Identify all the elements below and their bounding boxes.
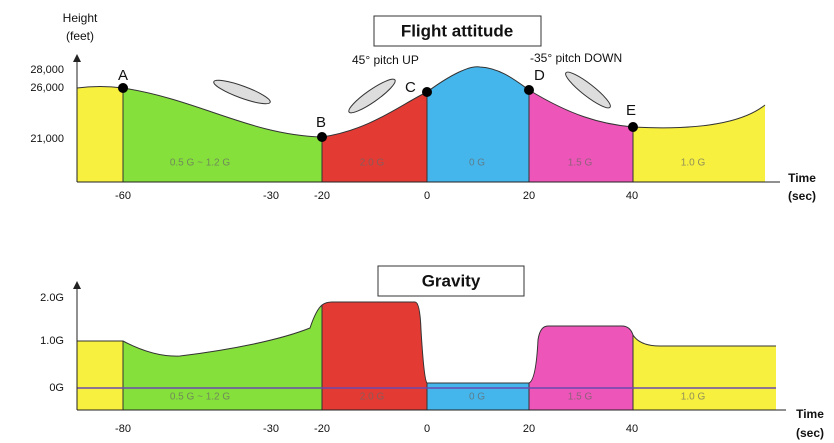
x-axis-label: (sec): [788, 189, 816, 203]
x-axis-label: Time: [788, 171, 816, 185]
point-label: C: [405, 79, 416, 96]
x-axis-label: (sec): [796, 426, 824, 440]
x-tick-label: -30: [263, 423, 279, 435]
point-label: A: [118, 67, 128, 84]
x-tick-label: -30: [263, 190, 279, 202]
point-label: D: [534, 67, 545, 84]
axis-arrow: [73, 54, 81, 62]
y-tick-label: 26,000: [30, 82, 64, 94]
annotation: -35° pitch DOWN: [530, 51, 622, 65]
x-tick-label: -60: [115, 190, 131, 202]
phase-label: 1.0 G: [681, 392, 706, 403]
gravity-panel: 0.5 G ~ 1.2 G 2.0 G 0 G 1.5 G 1.0 G 2.0G…: [40, 266, 824, 440]
y-tick-label: 28,000: [30, 64, 64, 76]
x-tick-label: -20: [314, 423, 330, 435]
y-tick-label: 1.0G: [40, 335, 64, 347]
point-label: B: [316, 114, 326, 131]
point-marker: [317, 132, 327, 142]
point-marker: [628, 122, 638, 132]
aircraft-icon: [346, 75, 399, 117]
x-tick-label: 0: [424, 190, 430, 202]
x-tick-label: 0: [424, 423, 430, 435]
phase-label: 1.5 G: [568, 392, 593, 403]
phase-label: 2.0 G: [360, 158, 385, 169]
x-tick-label: 40: [626, 190, 638, 202]
y-tick-label: 0G: [49, 382, 64, 394]
point-label: E: [626, 102, 636, 119]
phase-label: 0 G: [469, 392, 485, 403]
phase-label: 0 G: [469, 158, 485, 169]
point-marker: [422, 87, 432, 97]
x-tick-label: -20: [314, 190, 330, 202]
annotation: 45° pitch UP: [352, 53, 419, 67]
y-axis-label: (feet): [66, 29, 94, 43]
phase-label: 1.0 G: [681, 158, 706, 169]
parabolic-flight-diagram: A B C D E 45° pitch UP -35° pitch DOWN 0…: [0, 0, 834, 443]
phase-area: [77, 87, 123, 183]
phase-label: 0.5 G ~ 1.2 G: [170, 158, 231, 169]
y-tick-label: 21,000: [30, 133, 64, 145]
phase-label: 2.0 G: [360, 392, 385, 403]
phase-label: 1.5 G: [568, 158, 593, 169]
title: Gravity: [422, 271, 481, 290]
y-axis-label: Height: [63, 11, 98, 25]
x-tick-label: 40: [626, 423, 638, 435]
y-tick-label: 2.0G: [40, 292, 64, 304]
x-tick-label: 20: [523, 423, 535, 435]
flight-attitude-panel: A B C D E 45° pitch UP -35° pitch DOWN 0…: [30, 11, 816, 203]
title: Flight attitude: [401, 21, 513, 40]
phase-label: 0.5 G ~ 1.2 G: [170, 392, 231, 403]
point-marker: [118, 83, 128, 93]
phase-area: [77, 341, 123, 410]
aircraft-icon: [562, 68, 614, 112]
aircraft-icon: [212, 76, 272, 108]
x-tick-label: -80: [115, 423, 131, 435]
point-marker: [524, 85, 534, 95]
x-tick-label: 20: [523, 190, 535, 202]
axis-arrow: [73, 281, 81, 289]
x-axis-label: Time: [796, 407, 824, 421]
